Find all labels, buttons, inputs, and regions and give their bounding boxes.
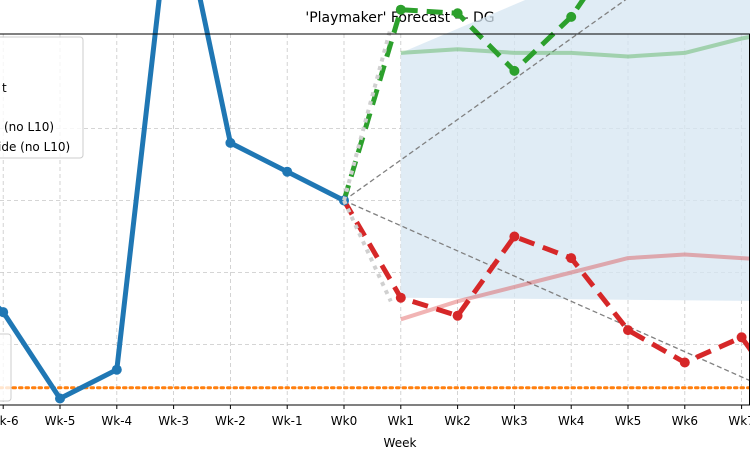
point-upside-Wk3 xyxy=(509,65,520,76)
legend-label-0: t xyxy=(2,81,7,95)
x-tick-labels: Wk-6 Wk-5 Wk-4 Wk-3 Wk-2 Wk-1 Wk0 Wk1 Wk2 Wk3 Wk4 W… xyxy=(0,414,750,428)
legend-upper: t (no L10) ide (no L10) xyxy=(0,36,84,159)
connector-upside-no-l10 xyxy=(342,27,393,202)
point-history-Wk-2 xyxy=(225,137,236,148)
connector-downside-no-l10 xyxy=(342,199,393,303)
point-downside-Wk3 xyxy=(509,231,520,242)
x-tick-label-3: Wk-3 xyxy=(158,414,189,428)
x-tick-label-2: Wk-4 xyxy=(101,414,132,428)
x-tick-label-6: Wk0 xyxy=(331,414,357,428)
point-upside-Wk4 xyxy=(566,11,577,22)
legend-lower xyxy=(0,333,12,402)
series-line-downside-no-l10 xyxy=(400,252,750,322)
x-tick-label-1: Wk-5 xyxy=(45,414,76,428)
x-tick-label-9: Wk3 xyxy=(501,414,527,428)
point-downside-Wk5 xyxy=(623,325,633,336)
series-line-upside-no-l10 xyxy=(400,34,750,59)
x-tick-label-12: Wk6 xyxy=(672,414,698,428)
point-downside-Wk4 xyxy=(566,253,577,264)
series-line-trend-lower xyxy=(343,199,750,382)
x-tick-label-7: Wk1 xyxy=(388,414,414,428)
x-tick-label-11: Wk5 xyxy=(615,414,641,428)
series-lines xyxy=(0,0,750,404)
forecast-band-area xyxy=(400,0,750,301)
x-tick-label-13: Wk7 xyxy=(728,414,750,428)
legend-label-1: (no L10) xyxy=(4,120,54,134)
x-tick-label-0: Wk-6 xyxy=(0,414,19,428)
point-history-Wk-5 xyxy=(55,393,65,404)
point-history-Wk-1 xyxy=(282,166,293,177)
series-line-history xyxy=(0,0,347,401)
point-history-Wk-4 xyxy=(111,364,122,375)
point-downside-Wk6 xyxy=(679,357,690,368)
point-downside-Wk7 xyxy=(736,332,747,343)
point-upside-Wk2 xyxy=(452,8,463,19)
point-upside-Wk1 xyxy=(395,4,406,15)
reference-lines xyxy=(0,386,750,390)
x-tick-label-5: Wk-1 xyxy=(272,414,303,428)
x-tick-label-4: Wk-2 xyxy=(215,414,246,428)
point-history-Wk-6 xyxy=(0,307,9,318)
x-tick-label-8: Wk2 xyxy=(444,414,470,428)
point-downside-Wk1 xyxy=(395,292,406,303)
x-tick-label-10: Wk4 xyxy=(558,414,584,428)
point-downside-Wk2 xyxy=(452,310,463,321)
x-axis-title: Week xyxy=(384,436,417,450)
legend-label-2: ide (no L10) xyxy=(0,140,70,154)
forecast-band xyxy=(400,0,750,301)
